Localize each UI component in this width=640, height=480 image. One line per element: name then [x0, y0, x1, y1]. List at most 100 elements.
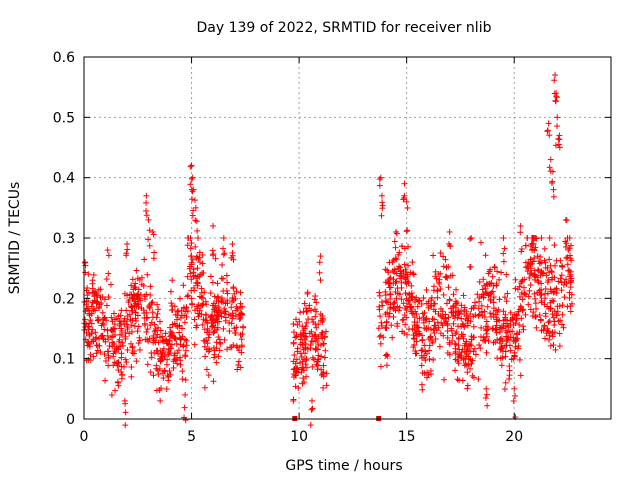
data-point	[549, 311, 556, 318]
data-point	[535, 267, 542, 274]
data-point	[432, 273, 439, 280]
data-point	[147, 291, 154, 298]
data-point	[85, 339, 92, 346]
data-point	[426, 342, 433, 349]
data-point	[195, 255, 202, 262]
data-point	[376, 292, 383, 299]
data-point	[196, 273, 203, 280]
data-point	[173, 340, 180, 347]
data-point	[484, 402, 491, 409]
data-point	[184, 308, 191, 315]
data-point	[501, 245, 508, 252]
data-point	[117, 312, 124, 319]
data-point	[214, 280, 221, 287]
data-point	[506, 363, 513, 370]
data-point	[449, 309, 456, 316]
data-point	[135, 340, 142, 347]
data-point	[412, 308, 419, 315]
data-point	[439, 322, 446, 329]
data-point	[410, 271, 417, 278]
data-point	[534, 266, 541, 273]
data-point	[143, 192, 150, 199]
data-point	[408, 282, 415, 289]
data-point	[232, 313, 239, 320]
data-point	[319, 318, 326, 325]
data-point	[532, 295, 539, 302]
data-point	[512, 392, 519, 399]
data-point	[167, 345, 174, 352]
data-point	[510, 334, 517, 341]
data-point	[476, 294, 483, 301]
data-point	[124, 241, 131, 248]
data-point	[520, 284, 527, 291]
data-point	[480, 334, 487, 341]
data-point	[559, 263, 566, 270]
data-point	[516, 356, 523, 363]
data-point	[442, 311, 449, 318]
data-point	[418, 362, 425, 369]
data-point	[401, 180, 408, 187]
data-point	[134, 275, 141, 282]
data-point	[558, 321, 565, 328]
data-point	[132, 285, 139, 292]
data-point	[547, 306, 554, 313]
data-point	[228, 320, 235, 327]
data-point	[520, 306, 527, 313]
data-point	[502, 379, 509, 386]
data-point	[118, 368, 125, 375]
data-point	[146, 242, 153, 249]
data-point	[551, 274, 558, 281]
data-point	[557, 317, 564, 324]
data-point	[541, 335, 548, 342]
data-point	[541, 245, 548, 252]
data-point	[526, 274, 533, 281]
data-point	[443, 273, 450, 280]
data-point	[308, 406, 315, 413]
data-point	[513, 331, 520, 338]
data-point	[309, 397, 316, 404]
data-point	[97, 286, 104, 293]
data-point	[467, 318, 474, 325]
data-point	[192, 243, 199, 250]
data-point	[522, 242, 529, 249]
data-point	[544, 279, 551, 286]
data-point	[490, 294, 497, 301]
data-point	[304, 346, 311, 353]
data-point	[173, 355, 180, 362]
data-point	[483, 330, 490, 337]
data-point	[550, 314, 557, 321]
data-point	[468, 305, 475, 312]
data-point	[484, 303, 491, 310]
data-point	[556, 144, 563, 151]
data-point	[307, 342, 314, 349]
data-point	[475, 305, 482, 312]
data-point	[136, 346, 143, 353]
y-tick-label: 0.4	[53, 171, 75, 187]
data-point	[119, 371, 126, 378]
data-point	[320, 362, 327, 369]
data-point	[562, 238, 569, 245]
data-point	[210, 222, 217, 229]
data-point	[459, 333, 466, 340]
data-point	[298, 353, 305, 360]
data-point	[230, 342, 237, 349]
data-point	[437, 270, 444, 277]
data-point	[189, 256, 196, 263]
data-point	[138, 274, 145, 281]
data-point	[135, 303, 142, 310]
data-point	[510, 321, 517, 328]
data-point	[405, 279, 412, 286]
data-point	[171, 320, 178, 327]
data-point	[199, 252, 206, 259]
data-point	[408, 306, 415, 313]
data-point	[552, 346, 559, 353]
data-point	[377, 363, 384, 370]
data-point	[551, 242, 558, 249]
data-point	[379, 302, 386, 309]
data-point	[442, 256, 449, 263]
data-point	[305, 316, 312, 323]
data-point	[322, 347, 329, 354]
data-point	[398, 296, 405, 303]
data-point	[383, 298, 390, 305]
data-point	[455, 309, 462, 316]
